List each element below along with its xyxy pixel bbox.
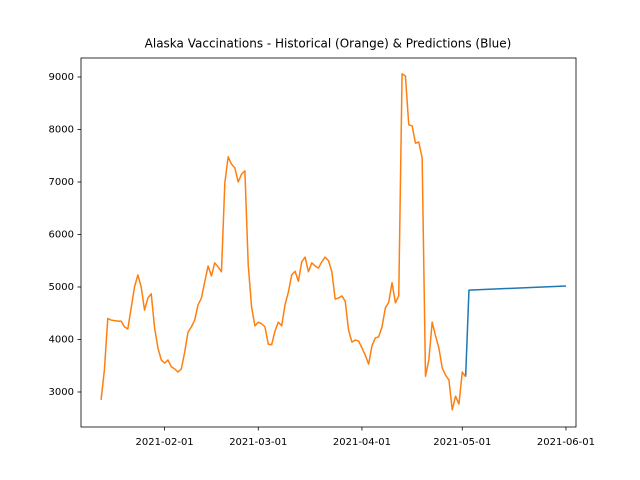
x-tick-label: 2021-03-01 bbox=[229, 437, 287, 448]
y-tick-label: 4000 bbox=[49, 334, 74, 345]
axes-frame bbox=[80, 57, 577, 428]
y-tick-label: 9000 bbox=[49, 72, 74, 83]
y-tick-label: 6000 bbox=[49, 229, 74, 240]
x-tick-label: 2021-02-01 bbox=[136, 437, 194, 448]
data-line bbox=[464, 285, 567, 377]
x-tick-label: 2021-04-01 bbox=[333, 437, 391, 448]
data-line bbox=[100, 73, 467, 411]
y-tick-label: 3000 bbox=[49, 387, 74, 398]
y-tick-label: 5000 bbox=[49, 282, 74, 293]
chart-title: Alaska Vaccinations - Historical (Orange… bbox=[145, 37, 512, 51]
plot-area bbox=[100, 73, 567, 411]
x-tick-label: 2021-06-01 bbox=[537, 437, 595, 448]
y-tick-label: 7000 bbox=[49, 177, 74, 188]
x-tick-label: 2021-05-01 bbox=[433, 437, 491, 448]
y-tick-label: 8000 bbox=[49, 125, 74, 136]
